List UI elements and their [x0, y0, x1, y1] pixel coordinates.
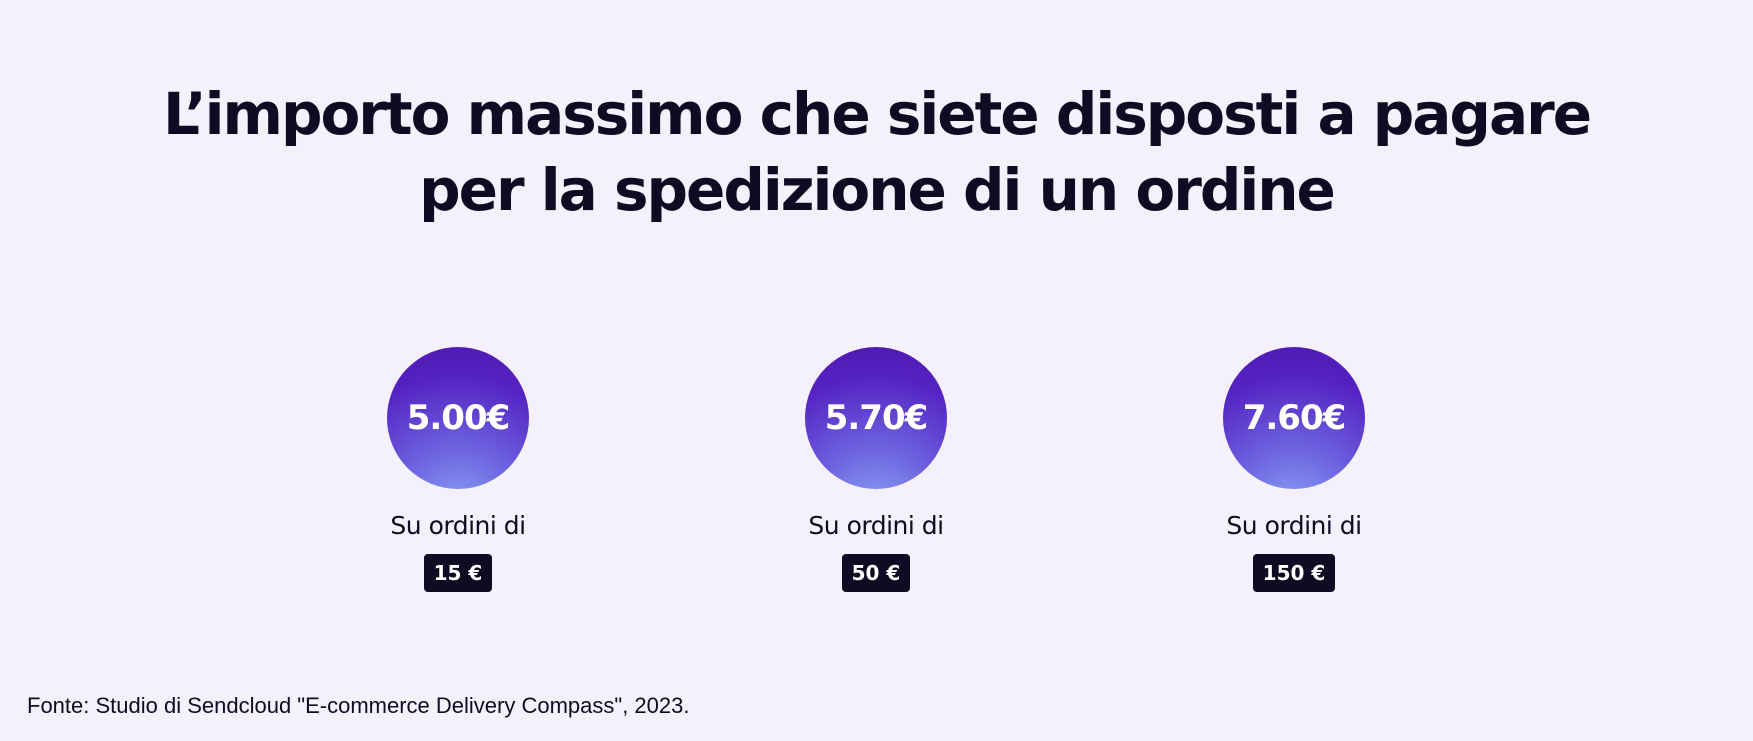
- page-title-line-1: L’importo massimo che siete disposti a p…: [162, 80, 1592, 148]
- stat-card: 7.60€ Su ordini di 150 €: [1174, 347, 1414, 592]
- order-value-badge: 15 €: [423, 554, 493, 592]
- order-label: Su ordini di: [808, 511, 944, 540]
- stat-card: 5.00€ Su ordini di 15 €: [338, 347, 578, 592]
- amount-circle: 5.70€: [805, 347, 947, 489]
- amount-circle: 5.00€: [387, 347, 529, 489]
- page-title-line-2: per la spedizione di un ordine: [419, 156, 1336, 224]
- order-value-badge: 50 €: [841, 554, 911, 592]
- stat-card: 5.70€ Su ordini di 50 €: [756, 347, 996, 592]
- amount-circle: 7.60€: [1223, 347, 1365, 489]
- max-shipping-amount: 5.00€: [406, 398, 511, 438]
- max-shipping-amount: 5.70€: [824, 398, 929, 438]
- order-label: Su ordini di: [1226, 511, 1362, 540]
- order-value-badge: 150 €: [1252, 554, 1336, 592]
- max-shipping-amount: 7.60€: [1242, 398, 1347, 438]
- source-note: Fonte: Studio di Sendcloud "E-commerce D…: [27, 693, 690, 718]
- page-title: L’importo massimo che siete disposti a p…: [0, 76, 1753, 228]
- order-label: Su ordini di: [390, 511, 526, 540]
